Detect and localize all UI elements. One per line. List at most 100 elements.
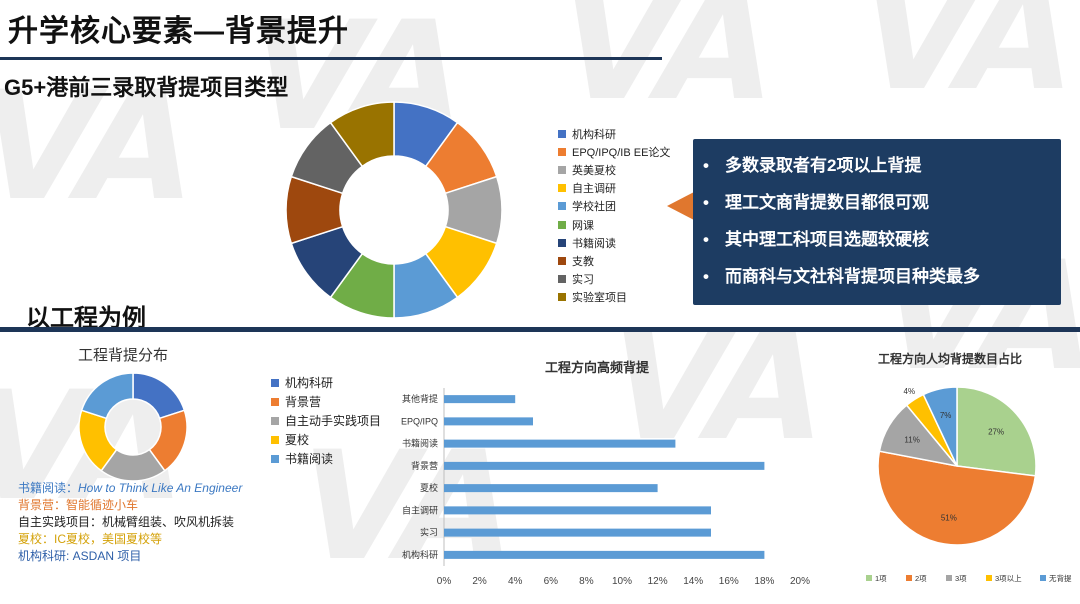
legend-swatch <box>271 454 279 463</box>
legend-swatch <box>986 575 992 581</box>
callout-point: • 而商科与文社科背提项目种类最多 <box>703 267 980 286</box>
legend-item: 实验室项目 <box>558 288 670 306</box>
legend-item: 自主调研 <box>558 179 670 197</box>
x-tick-label: 6% <box>544 576 559 587</box>
legend-label: 自主动手实践项目 <box>285 414 382 428</box>
legend-label: 学校社团 <box>572 201 616 214</box>
x-tick-label: 16% <box>719 576 739 587</box>
title-underline <box>0 57 662 60</box>
callout-point: • 多数录取者有2项以上背提 <box>703 156 922 175</box>
donut-engineering-slice <box>132 372 186 420</box>
legend-item: 英美夏校 <box>558 161 670 179</box>
legend-swatch <box>558 238 566 247</box>
note-line: 背景营：智能循迹小车 <box>18 497 242 514</box>
legend-swatch <box>271 397 279 406</box>
legend-swatch <box>558 220 566 229</box>
watermark: VA <box>541 0 785 134</box>
legend-label: 无背提 <box>1049 573 1072 583</box>
pie-slice <box>922 386 958 467</box>
legend-label: 背景营 <box>285 395 322 409</box>
legend-swatch <box>558 292 566 301</box>
legend-swatch <box>558 130 566 139</box>
legend-item: 实习 <box>558 270 670 288</box>
section-heading-top: G5+港前三录取背提项目类型 <box>4 75 289 100</box>
legend-swatch <box>271 378 279 387</box>
note-value: ASDAN 项目 <box>72 549 142 563</box>
legend-swatch <box>271 435 279 444</box>
callout-point: • 其中理工科项目选题较硬核 <box>703 230 929 249</box>
legend-label: 机构科研 <box>572 129 616 142</box>
legend-item: 自主动手实践项目 <box>271 411 381 430</box>
note-label: 夏校： <box>18 532 55 546</box>
legend-swatch <box>906 575 912 581</box>
legend-label: 3项 <box>955 574 967 583</box>
legend-item: 机构科研 <box>271 373 381 392</box>
callout-pointer <box>667 192 694 220</box>
legend-top: 机构科研 EPQ/IPQ/IB EE论文 英美夏校自主调研学校社团网课书籍阅读支教实… <box>558 125 670 306</box>
category-label: 夏校 <box>420 482 438 493</box>
data-label: 4% <box>904 387 916 396</box>
legend-label: 实习 <box>572 273 594 286</box>
section-divider <box>0 327 1080 332</box>
x-tick-label: 0% <box>437 576 452 587</box>
legend-swatch <box>558 202 566 211</box>
legend-item: 支教 <box>558 252 670 270</box>
x-tick-label: 18% <box>754 576 774 587</box>
legend-swatch <box>558 148 566 157</box>
pie-slice <box>877 450 1037 546</box>
note-label: 机构科研: <box>18 549 73 563</box>
donut-chart-top <box>285 101 503 319</box>
note-value: How to Think Like An Engineer <box>78 481 243 495</box>
chart-title-frequent: 工程方向高频背提 <box>545 360 650 375</box>
x-tick-label: 2% <box>472 576 487 587</box>
legend-label: 夏校 <box>285 433 310 447</box>
note-line: 自主实践项目：机械臂组装、吹风机拆装 <box>18 514 242 531</box>
callout-box: • 多数录取者有2项以上背提 • 理工文商背提数目都很可观 • 其中理工科项目选题较硬… <box>693 139 1061 305</box>
legend-swatch <box>1040 575 1046 581</box>
legend-swatch <box>271 416 279 425</box>
category-label: 其他背提 <box>402 393 438 404</box>
legend-swatch <box>558 184 566 193</box>
bar <box>444 528 711 537</box>
category-label: 背景营 <box>411 460 438 471</box>
legend-swatch <box>558 274 566 283</box>
x-tick-label: 20% <box>790 576 810 587</box>
category-label: 书籍阅读 <box>402 438 438 449</box>
legend-item: 夏校 <box>271 430 381 449</box>
legend-item: 书籍阅读 <box>271 449 381 468</box>
legend-label: 英美夏校 <box>572 165 616 178</box>
legend-label: 书籍阅读 <box>572 237 616 250</box>
legend-label: 3项以上 <box>995 574 1022 583</box>
bar <box>444 484 658 493</box>
note-line: 机构科研: ASDAN 项目 <box>18 548 242 565</box>
note-label: 自主实践项目： <box>18 515 103 529</box>
note-label: 书籍阅读： <box>18 481 79 495</box>
legend-swatch <box>558 256 566 265</box>
category-label: 机构科研 <box>402 549 438 560</box>
note-line: 书籍阅读：How to Think Like An Engineer <box>18 480 242 497</box>
legend-swatch <box>946 575 952 581</box>
legend-swatch <box>866 575 872 581</box>
legend-label: 书籍阅读 <box>285 452 334 466</box>
bar <box>444 395 516 404</box>
legend-label: 自主调研 <box>572 183 616 196</box>
legend-label: 2项 <box>915 574 927 583</box>
data-label: 7% <box>940 411 952 420</box>
legend-item: 学校社团 <box>558 197 670 215</box>
legend-item: 机构科研 <box>558 125 670 143</box>
note-value: IC夏校，美国夏校等 <box>54 532 163 546</box>
x-tick-label: 12% <box>648 576 668 587</box>
category-label: EPQ/IPQ <box>401 416 438 426</box>
legend-label: 网课 <box>572 219 594 232</box>
x-tick-label: 14% <box>683 576 703 587</box>
legend-item: 书籍阅读 <box>558 234 670 252</box>
x-tick-label: 8% <box>579 576 594 587</box>
pie-slice <box>956 386 1037 477</box>
legend-label: EPQ/IPQ/IB EE论文 <box>572 147 671 160</box>
chart-title-per-capita: 工程方向人均背提数目占比 <box>878 352 1023 366</box>
legend-label: 支教 <box>572 255 594 268</box>
legend-swatch <box>558 166 566 175</box>
donut-top-slice <box>329 101 395 168</box>
legend-item: 网课 <box>558 215 670 233</box>
